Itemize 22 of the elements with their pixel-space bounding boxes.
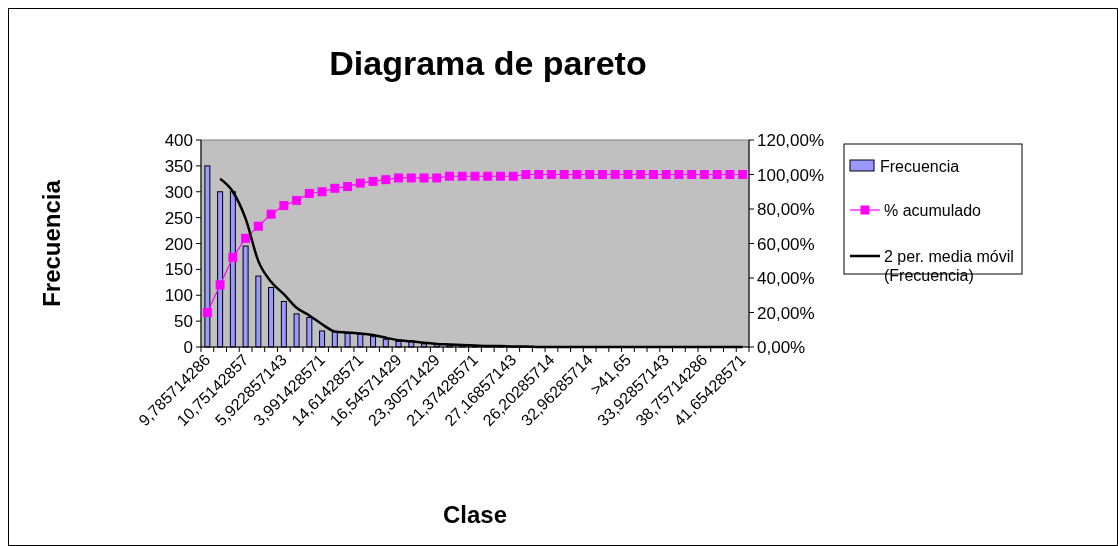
legend-label: Frecuencia bbox=[880, 158, 960, 175]
y-tick-label: 300 bbox=[164, 182, 193, 202]
y2-tick-label: 0,00% bbox=[757, 338, 806, 357]
x-axis-title: Clase bbox=[442, 501, 508, 528]
y2-tick-label: 80,00% bbox=[757, 200, 815, 219]
y-tick-label: 150 bbox=[164, 260, 193, 280]
y-tick-label: 400 bbox=[164, 131, 193, 150]
y-tick-label: 200 bbox=[164, 234, 193, 254]
chart-title: Diagrama de pareto bbox=[329, 44, 647, 82]
legend-label: 2 per. media móvil (Frecuencia) bbox=[884, 248, 1014, 284]
y-axis-title: Frecuencia bbox=[38, 179, 65, 307]
y2-tick-label: 20,00% bbox=[757, 303, 815, 323]
y-tick-label: 0 bbox=[183, 338, 193, 357]
y2-tick-label: 40,00% bbox=[757, 269, 815, 288]
y-tick-label: 250 bbox=[164, 208, 193, 228]
y2-tick-label: 120,00% bbox=[757, 131, 825, 150]
y2-tick-label: 60,00% bbox=[757, 234, 815, 254]
legend-label: % acumulado bbox=[884, 202, 982, 219]
y-tick-label: 350 bbox=[164, 156, 193, 176]
y2-tick-label: 100,00% bbox=[757, 165, 825, 185]
y-tick-label: 100 bbox=[164, 286, 193, 306]
y-tick-label: 50 bbox=[174, 312, 193, 332]
